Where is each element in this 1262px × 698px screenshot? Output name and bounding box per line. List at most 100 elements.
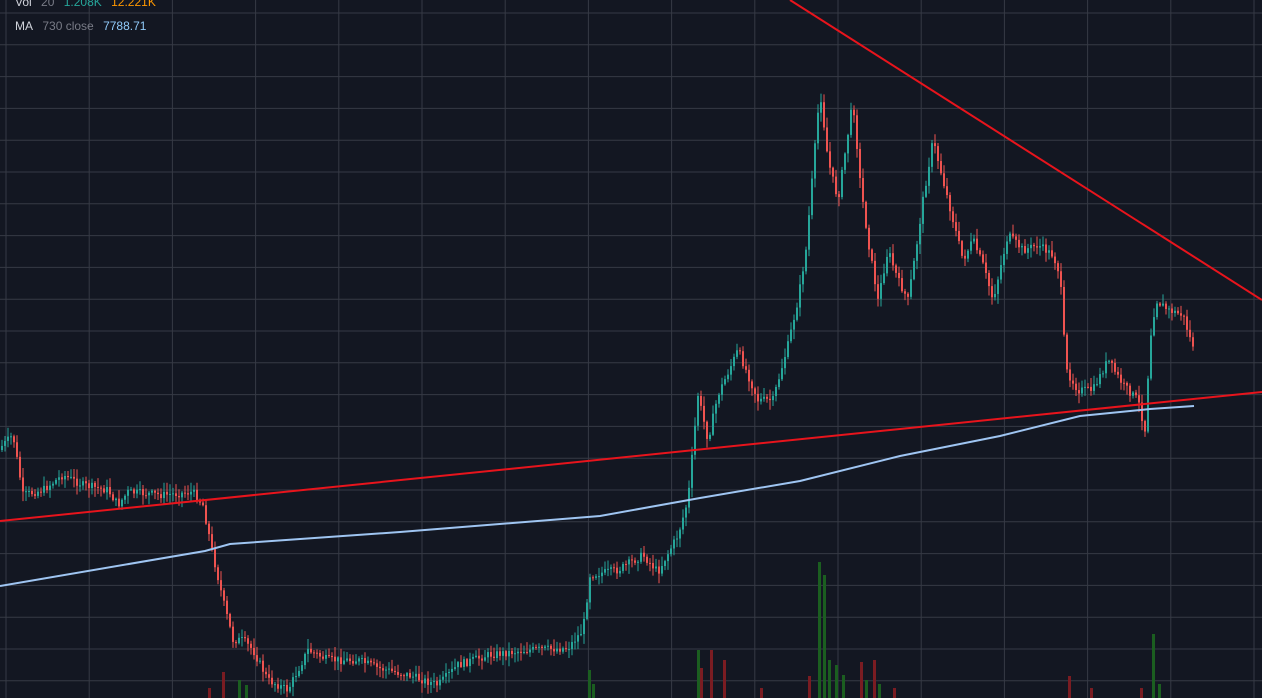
candle-body	[202, 502, 204, 506]
candle-body	[310, 648, 312, 653]
candle-body	[118, 498, 120, 507]
candle	[703, 396, 705, 430]
candle	[454, 658, 456, 671]
candle-body	[703, 405, 705, 422]
candle	[241, 629, 243, 647]
legend-ma[interactable]: MA 730 close 7788.71	[15, 18, 152, 34]
candle-body	[1144, 421, 1146, 432]
candle	[580, 624, 582, 637]
candle	[37, 487, 39, 499]
candle-body	[463, 659, 465, 667]
candle-body	[157, 492, 159, 495]
candle	[40, 487, 42, 497]
candle	[403, 673, 405, 681]
candle	[1129, 383, 1131, 402]
candle-body	[838, 194, 840, 198]
candle	[1108, 359, 1110, 364]
candle-body	[1078, 390, 1080, 394]
candle	[952, 206, 954, 228]
candle	[484, 649, 486, 662]
candle-body	[262, 660, 264, 672]
candle	[730, 359, 732, 381]
candle-body	[697, 395, 699, 426]
candle	[877, 275, 879, 307]
candle	[934, 134, 936, 154]
candle-body	[619, 570, 621, 574]
candle-body	[748, 369, 750, 382]
candle-body	[130, 489, 132, 491]
candle-body	[856, 115, 858, 149]
candle	[1174, 306, 1176, 317]
candle	[1075, 377, 1077, 397]
candle	[451, 661, 453, 679]
candle	[1153, 308, 1155, 337]
candle-body	[73, 476, 75, 479]
candle	[910, 269, 912, 300]
candle	[787, 334, 789, 360]
candle	[538, 643, 540, 653]
candle	[511, 648, 513, 659]
candle	[832, 166, 834, 183]
candle	[19, 451, 21, 481]
candle	[883, 263, 885, 285]
candle-body	[43, 485, 45, 493]
candle	[109, 478, 111, 498]
candle-body	[652, 563, 654, 569]
candle-body	[214, 547, 216, 568]
candle	[967, 249, 969, 263]
candle	[337, 656, 339, 670]
candle	[382, 663, 384, 679]
candle-body	[1129, 385, 1131, 396]
candle	[184, 485, 186, 498]
candle	[643, 545, 645, 562]
trendline-support[interactable]	[0, 391, 1262, 522]
candle-body	[358, 658, 360, 662]
candle-body	[1018, 239, 1020, 248]
candle-body	[499, 651, 501, 656]
candle	[997, 276, 999, 304]
candle	[1099, 367, 1101, 389]
candle	[211, 526, 213, 552]
candle	[700, 390, 702, 411]
candle-body	[946, 186, 948, 196]
candle-body	[1174, 310, 1176, 313]
candle-body	[850, 109, 852, 135]
candle-body	[691, 454, 693, 488]
legend-volume[interactable]: Vol 20 1.208K 12.221K	[15, 0, 162, 10]
candle-body	[889, 253, 891, 257]
candle	[553, 639, 555, 657]
candle-body	[268, 674, 270, 678]
candle	[103, 484, 105, 494]
candle-body	[451, 668, 453, 672]
candle-body	[550, 645, 552, 649]
candle	[739, 347, 741, 355]
candle-body	[751, 381, 753, 389]
candle	[1138, 385, 1140, 413]
candle-body	[1054, 256, 1056, 264]
candle	[880, 274, 882, 307]
candle	[292, 672, 294, 697]
candle-body	[385, 669, 387, 671]
vol-label: Vol	[15, 0, 32, 9]
candle	[307, 638, 309, 663]
candle-body	[391, 668, 393, 671]
candle-body	[1192, 337, 1194, 347]
candle-body	[340, 657, 342, 664]
volume-bar	[238, 680, 241, 698]
candle-body	[826, 127, 828, 152]
candle	[478, 648, 480, 666]
candle	[694, 417, 696, 460]
candle	[1030, 237, 1032, 258]
candle-body	[19, 456, 21, 478]
candle	[574, 632, 576, 650]
trendlines[interactable]	[0, 0, 1262, 522]
trendline-resistance[interactable]	[789, 0, 1262, 301]
candle-body	[934, 143, 936, 147]
candle-body	[208, 523, 210, 535]
candle	[814, 139, 816, 188]
candle	[778, 373, 780, 390]
candle	[259, 657, 261, 664]
candle	[1087, 383, 1089, 389]
